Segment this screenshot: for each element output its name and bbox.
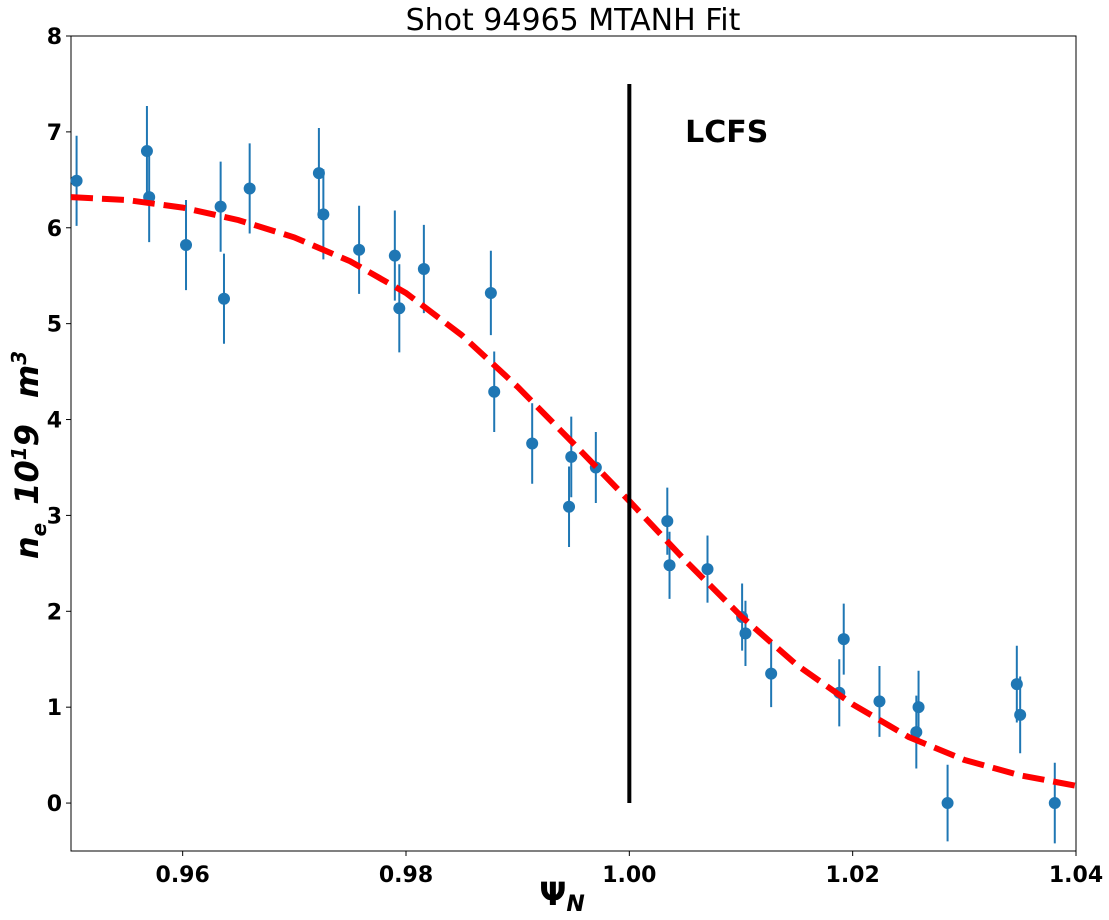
- y-axis: 0 1 2 3 4 5 6 7 8: [47, 25, 71, 817]
- data-point: [912, 701, 925, 714]
- data-point: [140, 145, 153, 158]
- data-point: [873, 695, 886, 708]
- y-tick-label: 8: [47, 25, 62, 50]
- data-point: [661, 515, 674, 528]
- x-axis-label: ΨN: [539, 875, 585, 917]
- x-tick-label: 0.98: [379, 863, 433, 888]
- data-point: [563, 500, 576, 513]
- data-point: [526, 437, 539, 450]
- ylabel-part-d: m: [8, 365, 46, 398]
- data-point: [70, 174, 83, 187]
- data-point: [488, 385, 501, 398]
- data-point: [417, 262, 430, 275]
- ylabel-part-a: n: [8, 536, 46, 559]
- data-point: [663, 559, 676, 572]
- plot-frame: [70, 35, 1077, 852]
- data-point: [243, 182, 256, 195]
- data-point: [1014, 708, 1027, 721]
- data-point: [393, 302, 406, 315]
- x-tick-label: 1.04: [1049, 863, 1103, 888]
- x-tick-label: 0.96: [156, 863, 210, 888]
- y-tick-label: 4: [47, 409, 62, 434]
- x-tick-label: 1.00: [602, 863, 656, 888]
- chart-title: Shot 94965 MTANH Fit: [406, 3, 741, 38]
- data-point: [388, 249, 401, 262]
- data-point: [1048, 797, 1061, 810]
- xlabel-main: Ψ: [539, 875, 566, 913]
- lcfs-annotation: LCFS: [685, 115, 768, 150]
- fit-line-group: [70, 194, 1077, 789]
- data-point: [1010, 678, 1023, 691]
- data-point: [353, 243, 366, 256]
- y-tick-label: 3: [47, 504, 62, 529]
- ylabel-part-c: 9: [8, 424, 46, 446]
- data-point: [484, 286, 497, 299]
- data-point: [180, 239, 193, 252]
- data-point: [317, 208, 330, 221]
- error-bars: [75, 105, 1056, 844]
- ylabel-part-d-sup: 3: [7, 351, 31, 365]
- data-point: [214, 200, 227, 213]
- ylabel-part-b-sup: 1: [7, 446, 31, 460]
- data-point: [765, 667, 778, 680]
- xlabel-sub: N: [566, 892, 584, 917]
- ylabel-part-b: 10: [8, 460, 46, 505]
- data-points: [70, 145, 1061, 810]
- y-tick-label: 1: [47, 696, 62, 721]
- x-axis: 0.96 0.98 1.00 1.02 1.04: [156, 851, 1103, 888]
- data-point: [910, 726, 923, 739]
- data-point: [217, 292, 230, 305]
- data-point: [565, 450, 578, 463]
- data-point: [701, 563, 714, 576]
- data-point: [941, 797, 954, 810]
- fit-line: [70, 194, 1077, 789]
- ylabel-part-a-sub: e: [27, 523, 51, 537]
- y-tick-label: 0: [47, 792, 62, 817]
- y-axis-label: ne 1019 m3: [7, 351, 51, 559]
- data-point: [312, 167, 325, 180]
- x-tick-label: 1.02: [826, 863, 880, 888]
- data-point: [837, 633, 850, 646]
- y-tick-label: 6: [47, 217, 62, 242]
- y-tick-label: 2: [47, 600, 62, 625]
- data-point: [739, 627, 752, 640]
- y-tick-label: 7: [47, 121, 62, 146]
- y-tick-label: 5: [47, 313, 62, 338]
